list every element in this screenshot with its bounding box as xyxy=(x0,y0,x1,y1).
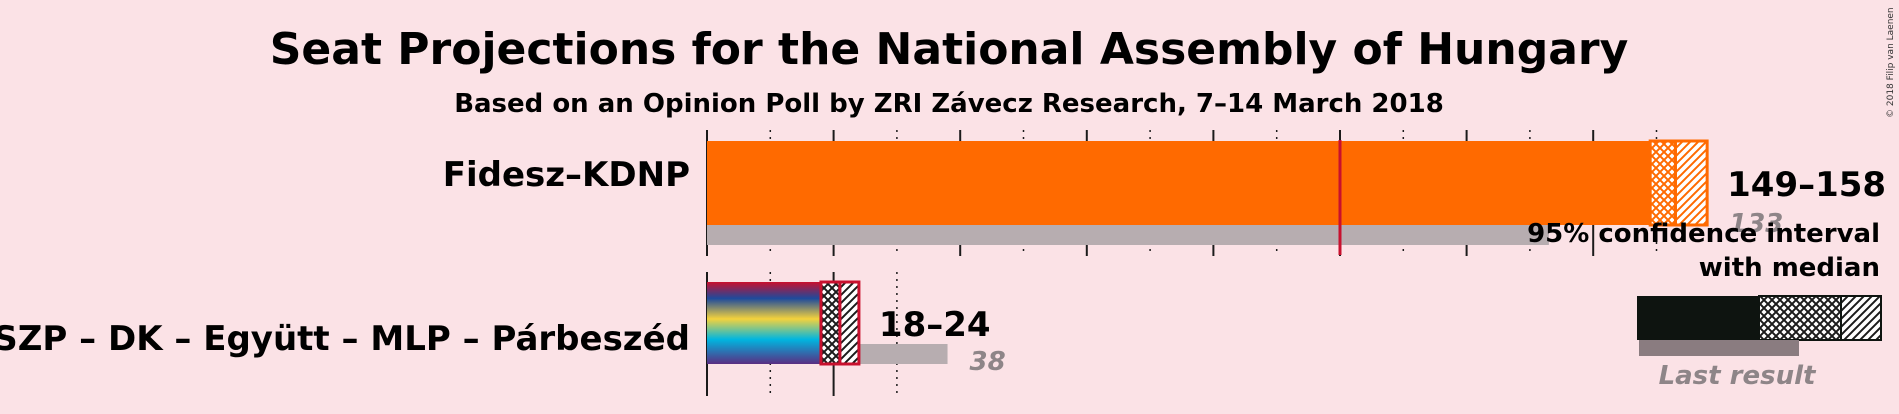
chart-title: Seat Projections for the National Assemb… xyxy=(270,24,1629,75)
copyright: © 2018 Filip van Laenen xyxy=(1886,7,1896,118)
range-label: 149–158 xyxy=(1727,165,1886,205)
legend: 95% confidence interval with median Last… xyxy=(1527,219,1882,391)
legend-ci-label: 95% confidence interval xyxy=(1527,219,1880,249)
bars: Fidesz–KDNP 149–158 133 MSZP – DK – Együtt … xyxy=(0,139,1886,377)
legend-crosshatch-bar xyxy=(1758,295,1842,341)
last-result-label: 38 xyxy=(970,347,1006,377)
range-label: 18–24 xyxy=(879,305,991,345)
ci-solid-bar xyxy=(707,282,821,364)
legend-median-label: with median xyxy=(1699,253,1880,283)
ci-solid-bar xyxy=(707,141,1651,225)
last-result-label: 133 xyxy=(1729,209,1783,239)
party-label: Fidesz–KDNP xyxy=(443,155,690,195)
ci-upper-half-bar xyxy=(1673,139,1709,227)
ci-upper-half-bar xyxy=(838,280,861,366)
legend-hatch-bar xyxy=(1840,295,1882,341)
legend-last-result-label: Last result xyxy=(1659,361,1817,391)
last-result-bar xyxy=(707,225,1549,245)
legend-solid-bar xyxy=(1637,296,1759,340)
legend-last-result-bar xyxy=(1639,340,1799,356)
chart-subtitle: Based on an Opinion Poll by ZRI Závecz R… xyxy=(454,89,1444,119)
ci-lower-half-bar xyxy=(819,280,842,366)
ci-lower-half-bar xyxy=(1648,139,1677,227)
party-label: MSZP – DK – Együtt – MLP – Párbeszéd xyxy=(0,319,690,359)
